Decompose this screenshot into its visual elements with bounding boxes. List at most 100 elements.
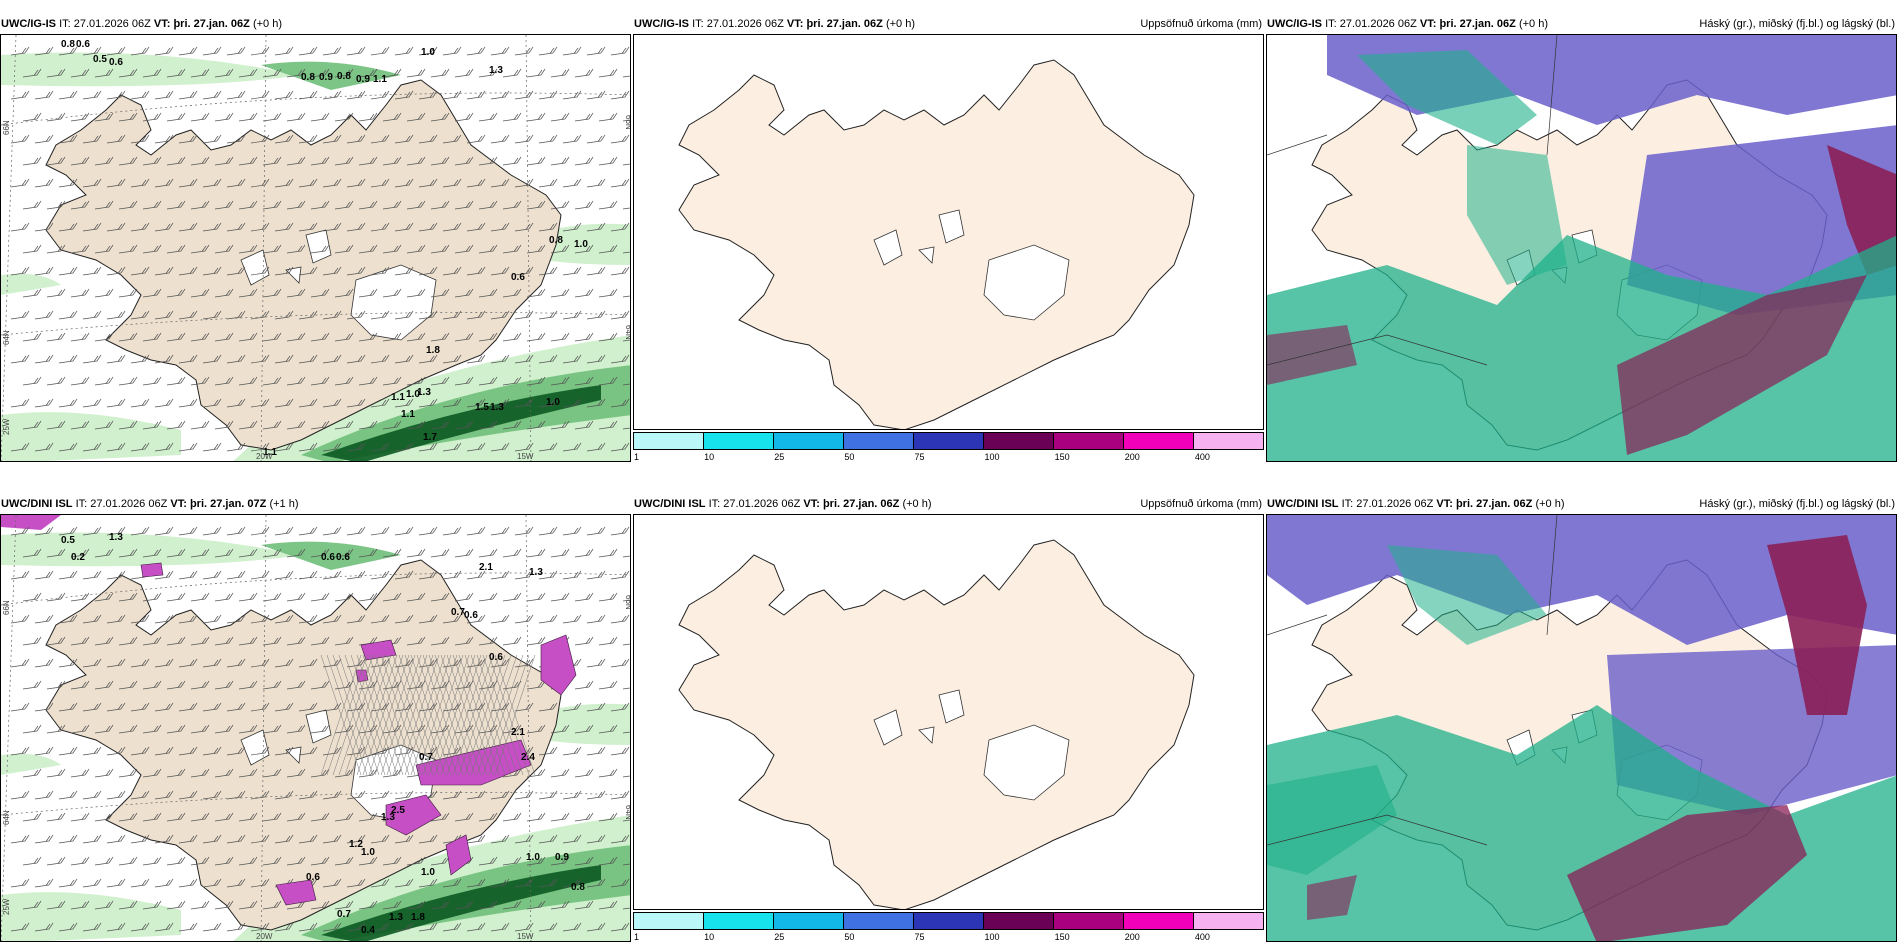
precip-value-label: 1.0 bbox=[421, 867, 435, 878]
cloud-layer bbox=[1767, 535, 1867, 715]
lon-label: 15W bbox=[517, 452, 534, 461]
model-name: UWC/IG-IS bbox=[634, 18, 689, 30]
colorbar-tick-label: 1 bbox=[634, 932, 640, 942]
cloud-layer bbox=[1567, 805, 1807, 941]
colorbar-tick-label: 150 bbox=[1054, 452, 1070, 462]
lat-label: 64N bbox=[624, 805, 631, 820]
it-label: IT: bbox=[1341, 498, 1354, 510]
lat-label: 66N bbox=[624, 115, 631, 130]
lon-label: 15W bbox=[517, 932, 534, 941]
wind-barbs bbox=[10, 46, 630, 452]
precip-value-label: 0.8 bbox=[61, 39, 75, 50]
colorbar-ticks: 1 10 25 50 75 100 150 200 400 bbox=[633, 932, 1264, 944]
precip-band bbox=[1, 412, 181, 461]
colorbar-segment bbox=[1194, 913, 1263, 929]
colorbar-tick-label: 25 bbox=[774, 932, 785, 942]
precip-map bbox=[678, 59, 1195, 429]
snow-area bbox=[1, 515, 61, 530]
it-label: IT: bbox=[59, 18, 71, 30]
precip-band bbox=[1, 532, 301, 567]
precip-value-label: 1.0 bbox=[526, 852, 540, 863]
vt-value: þri. 27.jan. 06Z bbox=[1455, 498, 1533, 510]
lead-time: (+0 h) bbox=[1518, 18, 1548, 30]
precip-value-label: 0.6 bbox=[464, 610, 478, 621]
precip-value-label: 1.3 bbox=[109, 532, 123, 543]
colorbar-segment bbox=[984, 913, 1054, 929]
it-label: IT: bbox=[692, 18, 704, 30]
glacier bbox=[938, 689, 965, 724]
vt-value: þri. 27.jan. 06Z bbox=[822, 498, 900, 510]
precip-value-label: 0.6 bbox=[321, 552, 335, 563]
colorbar-tick-label: 10 bbox=[704, 932, 715, 942]
panel-dini-clouds: UWC/DINI ISL IT: 27.01.2026 06Z VT: þri.… bbox=[1266, 480, 1897, 945]
precip-value-label: 1.1 bbox=[401, 409, 415, 420]
precip-value-label: 0.7 bbox=[451, 607, 465, 618]
colorbar-segment bbox=[774, 913, 844, 929]
panel-dini-wind: UWC/DINI ISL IT: 27.01.2026 06Z VT: þri.… bbox=[0, 480, 631, 945]
it-label: IT: bbox=[708, 498, 721, 510]
colorbar-tick-label: 1 bbox=[634, 452, 640, 462]
lat-lon-grid bbox=[1, 35, 630, 461]
glacier bbox=[938, 209, 965, 244]
precip-value-label: 0.5 bbox=[61, 535, 75, 546]
colorbar-segment bbox=[1054, 433, 1124, 449]
lat-label: 64N bbox=[2, 330, 11, 345]
precip-value-label: 0.6 bbox=[511, 272, 525, 283]
panel-header: UWC/DINI ISL IT: 27.01.2026 06Z VT: þri.… bbox=[1, 498, 298, 510]
colorbar-segment bbox=[774, 433, 844, 449]
colorbar-segment bbox=[844, 433, 914, 449]
cloud-layer bbox=[1267, 325, 1357, 385]
panel-header: UWC/DINI ISL IT: 27.01.2026 06Z VT: þri.… bbox=[634, 498, 931, 510]
model-name: UWC/DINI ISL bbox=[1267, 498, 1339, 510]
lat-label: 25W bbox=[2, 418, 11, 435]
precip-value-label: 1.3 bbox=[490, 402, 504, 413]
snow-area bbox=[385, 794, 442, 836]
snow-area bbox=[540, 634, 577, 696]
colorbar-segment bbox=[1124, 433, 1194, 449]
colorbar bbox=[633, 432, 1264, 450]
snow-area bbox=[140, 562, 164, 578]
it-value: 27.01.2026 06Z bbox=[706, 18, 784, 30]
cloud-map bbox=[1267, 515, 1896, 941]
precip-value-label: 0.8 bbox=[301, 72, 315, 83]
colorbar-tick-label: 400 bbox=[1194, 452, 1210, 462]
precip-value-label: 0.9 bbox=[319, 72, 333, 83]
map-frame bbox=[633, 34, 1264, 430]
vt-label: VT: bbox=[153, 18, 171, 30]
precip-value-label: 1.8 bbox=[411, 912, 425, 923]
precip-value-label: 0.6 bbox=[306, 872, 320, 883]
panel-header: UWC/IG-IS IT: 27.01.2026 06Z VT: þri. 27… bbox=[1, 18, 282, 30]
colorbar-tick-label: 75 bbox=[914, 452, 925, 462]
cloud-layer bbox=[1387, 545, 1547, 645]
precip-value-label: 2.5 bbox=[391, 805, 405, 816]
panel-ig-is-precip: UWC/IG-IS IT: 27.01.2026 06Z VT: þri. 27… bbox=[633, 0, 1264, 465]
glacier bbox=[350, 264, 437, 341]
lat-label: 66N bbox=[2, 120, 11, 135]
model-name: UWC/DINI ISL bbox=[1, 498, 73, 510]
cloud-layer bbox=[1267, 765, 1397, 875]
precip-value-label: 2.1 bbox=[479, 562, 493, 573]
snow-area bbox=[275, 879, 317, 906]
lat-lon-grid bbox=[1, 515, 630, 941]
precip-value-label: 0.4 bbox=[361, 925, 375, 936]
cloud-layer bbox=[1267, 515, 1896, 645]
panel-header: UWC/IG-IS IT: 27.01.2026 06Z VT: þri. 27… bbox=[1267, 18, 1548, 30]
lat-label: 66N bbox=[624, 595, 631, 610]
precip-value-label: 0.8 bbox=[571, 882, 585, 893]
it-value: 27.01.2026 06Z bbox=[90, 498, 168, 510]
colorbar-tick-label: 50 bbox=[844, 452, 855, 462]
colorbar-tick-label: 10 bbox=[704, 452, 715, 462]
lead-time: (+0 h) bbox=[885, 18, 915, 30]
it-value: 27.01.2026 06Z bbox=[1356, 498, 1434, 510]
precip-band bbox=[233, 815, 630, 941]
panel-field-title: Uppsöfnuð úrkoma (mm) bbox=[1140, 18, 1262, 30]
precip-value-label: 1.3 bbox=[529, 567, 543, 578]
map-frame bbox=[1266, 34, 1897, 462]
region-lines bbox=[1267, 515, 1558, 846]
glacier bbox=[918, 726, 935, 744]
it-label: IT: bbox=[1325, 18, 1337, 30]
panel-header: UWC/DINI ISL IT: 27.01.2026 06Z VT: þri.… bbox=[1267, 498, 1564, 510]
precip-map bbox=[678, 539, 1195, 909]
colorbar-tick-label: 100 bbox=[984, 932, 1000, 942]
precip-value-label: 0.7 bbox=[337, 909, 351, 920]
